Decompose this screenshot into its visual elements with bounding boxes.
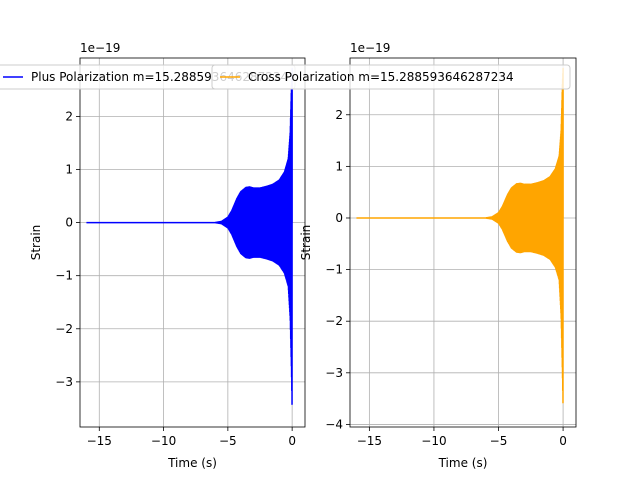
y-tick-label: −3 xyxy=(55,375,73,389)
x-tick-label: −5 xyxy=(219,434,237,448)
series-line-0 xyxy=(86,67,293,405)
x-tick-label: −5 xyxy=(490,434,508,448)
axes-frame xyxy=(79,57,306,428)
legend: Cross Polarization m=15.288593646287234 xyxy=(211,64,571,90)
y-tick-label: 1 xyxy=(335,159,343,173)
x-tick-label: −15 xyxy=(87,434,112,448)
legend-box xyxy=(211,64,571,90)
y-offset-text: 1e−19 xyxy=(350,41,390,55)
legend-label: Cross Polarization m=15.288593646287234 xyxy=(248,70,514,84)
y-axis-label: Strain xyxy=(299,225,313,261)
y-tick-label: 2 xyxy=(65,109,73,123)
x-tick-label: 0 xyxy=(559,434,567,448)
y-tick-label: −2 xyxy=(325,314,343,328)
y-tick-label: 1 xyxy=(65,162,73,176)
y-tick-label: −1 xyxy=(325,263,343,277)
x-tick-label: −10 xyxy=(151,434,176,448)
x-tick-label: −10 xyxy=(421,434,446,448)
y-tick-label: 2 xyxy=(335,108,343,122)
y-tick-label: −3 xyxy=(325,366,343,380)
axes-frame xyxy=(349,57,577,428)
series-line-0 xyxy=(356,67,564,404)
x-tick-label: −15 xyxy=(357,434,382,448)
y-offset-text: 1e−19 xyxy=(80,41,120,55)
y-tick-label: −4 xyxy=(325,417,343,431)
x-axis-label: Time (s) xyxy=(438,456,488,470)
y-tick-label: −2 xyxy=(55,322,73,336)
y-axis-label: Strain xyxy=(29,225,43,261)
x-tick-label: 0 xyxy=(288,434,296,448)
y-tick-label: 0 xyxy=(335,211,343,225)
y-tick-label: 0 xyxy=(65,216,73,230)
y-tick-label: −1 xyxy=(55,269,73,283)
x-axis-label: Time (s) xyxy=(167,456,217,470)
